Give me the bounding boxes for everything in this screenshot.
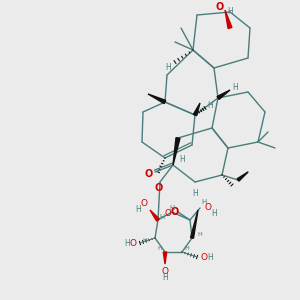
- Polygon shape: [163, 252, 167, 264]
- Text: H: H: [211, 209, 217, 218]
- Text: H: H: [207, 101, 213, 110]
- Text: O: O: [165, 209, 171, 218]
- Text: H: H: [227, 8, 233, 16]
- Polygon shape: [237, 172, 248, 181]
- Text: H: H: [142, 238, 147, 242]
- Text: H: H: [158, 247, 162, 251]
- Text: H: H: [232, 82, 238, 91]
- Text: O: O: [205, 203, 212, 212]
- Text: O: O: [161, 266, 169, 275]
- Text: H: H: [135, 206, 141, 214]
- Polygon shape: [217, 90, 230, 100]
- Text: H: H: [162, 274, 168, 283]
- Text: O: O: [130, 238, 136, 247]
- Polygon shape: [190, 210, 198, 238]
- Text: H: H: [201, 199, 207, 205]
- Text: H: H: [124, 238, 130, 247]
- Text: O: O: [155, 183, 163, 193]
- Polygon shape: [150, 210, 159, 221]
- Polygon shape: [148, 94, 166, 104]
- Polygon shape: [173, 138, 180, 165]
- Text: O: O: [171, 207, 179, 217]
- Text: H: H: [159, 214, 165, 220]
- Text: H: H: [207, 253, 213, 262]
- Text: H: H: [165, 64, 171, 73]
- Text: H: H: [179, 155, 185, 164]
- Text: O: O: [200, 253, 208, 262]
- Text: H: H: [198, 232, 203, 236]
- Polygon shape: [194, 103, 200, 116]
- Polygon shape: [225, 10, 232, 28]
- Text: O: O: [140, 200, 148, 208]
- Text: O: O: [216, 2, 224, 12]
- Text: H: H: [169, 205, 175, 211]
- Text: H: H: [192, 190, 198, 199]
- Text: O: O: [145, 169, 153, 179]
- Text: H: H: [184, 247, 189, 251]
